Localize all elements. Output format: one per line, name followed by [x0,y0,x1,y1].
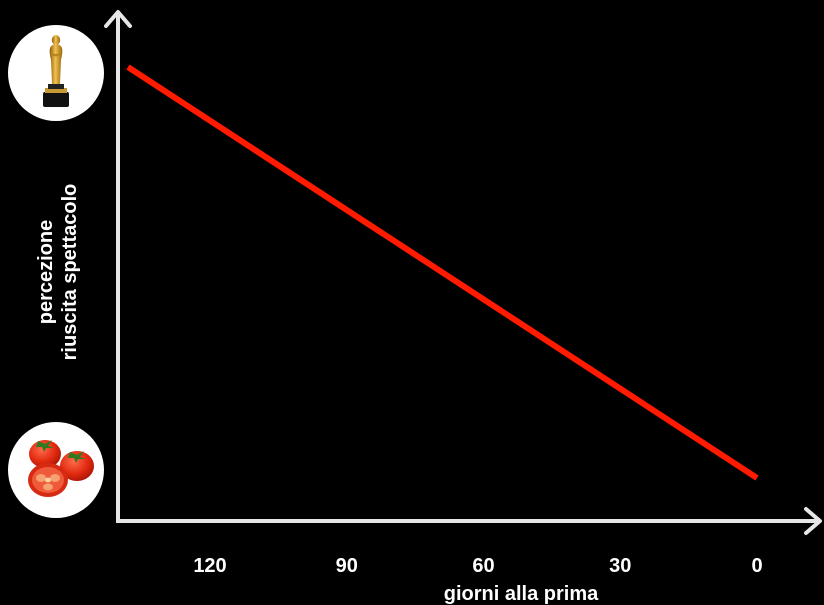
x-axis-label: giorni alla prima [444,583,599,605]
x-axis-arrowhead [804,507,822,535]
tomatoes-icon [8,422,104,518]
x-tick-label: 0 [751,555,762,577]
axes [104,10,822,535]
x-tick-labels: 120 90 60 30 0 [193,555,762,577]
x-tick-label: 60 [472,555,494,577]
y-axis-label-line2: riuscita spettacolo [59,184,81,361]
y-axis-arrowhead [104,10,132,28]
x-tick-label: 120 [193,555,226,577]
x-tick-label: 30 [609,555,631,577]
x-tick-label: 90 [336,555,358,577]
y-axis-label-line1: percezione [35,220,57,324]
series-line [126,64,759,481]
oscar-statuette-icon [8,25,104,121]
series-layer [126,64,759,481]
